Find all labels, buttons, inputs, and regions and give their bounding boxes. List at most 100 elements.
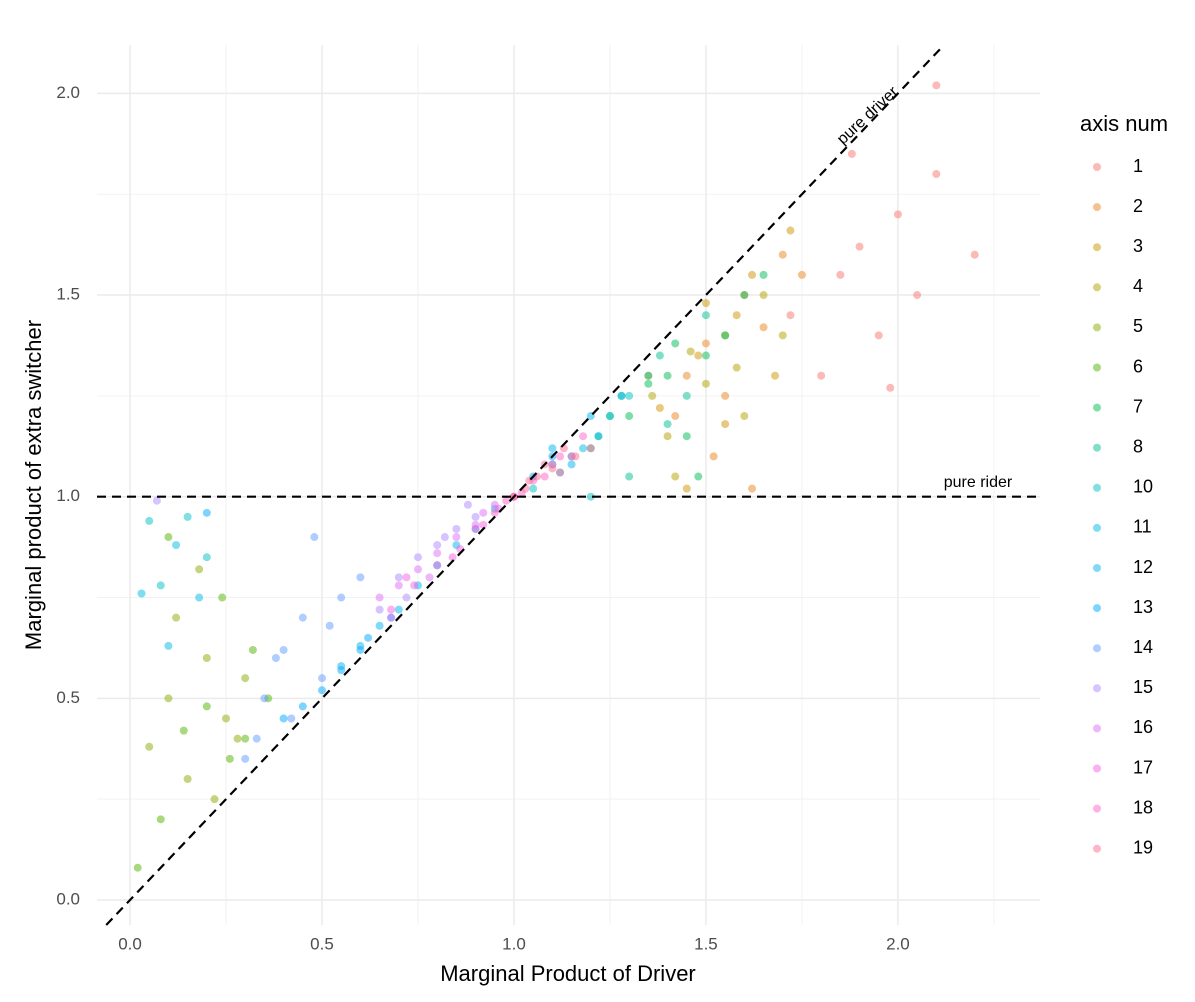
point — [241, 674, 250, 683]
point — [471, 512, 480, 521]
legend-label: 1 — [1133, 156, 1143, 176]
point — [663, 420, 672, 429]
legend-marker — [1093, 363, 1101, 372]
series — [644, 226, 795, 493]
series — [145, 565, 250, 804]
point — [648, 391, 657, 400]
point — [375, 593, 384, 602]
point — [625, 412, 634, 421]
legend-label: 5 — [1133, 316, 1143, 336]
point — [337, 593, 346, 602]
point — [210, 795, 219, 804]
legend-marker — [1093, 604, 1101, 613]
legend-marker — [1093, 203, 1101, 212]
point — [287, 714, 296, 723]
point — [440, 533, 449, 542]
point — [364, 633, 373, 642]
point — [310, 533, 319, 542]
series — [648, 291, 787, 481]
point — [740, 412, 749, 421]
legend-label: 4 — [1133, 276, 1143, 296]
point — [164, 641, 173, 650]
point — [893, 210, 902, 219]
point — [655, 403, 664, 412]
point — [836, 270, 845, 279]
point — [886, 383, 895, 392]
point — [586, 444, 595, 453]
point — [579, 444, 588, 453]
point — [387, 613, 396, 622]
point — [913, 291, 922, 300]
point — [701, 311, 710, 320]
point — [625, 472, 634, 481]
point — [617, 391, 626, 400]
annotation: pure rider — [944, 474, 1013, 491]
point — [759, 291, 768, 300]
point — [586, 492, 595, 501]
point — [579, 432, 588, 441]
point — [271, 654, 280, 663]
point — [490, 508, 499, 517]
point — [970, 250, 979, 259]
point — [413, 553, 422, 562]
x-tick-label: 0.0 — [118, 934, 142, 953]
point — [556, 452, 565, 461]
point — [548, 464, 557, 473]
point — [479, 520, 488, 529]
point — [778, 331, 787, 340]
point — [771, 371, 780, 380]
point — [183, 512, 192, 521]
point — [732, 311, 741, 320]
point — [413, 565, 422, 574]
legend-marker — [1093, 403, 1101, 412]
point — [671, 412, 680, 421]
point — [164, 694, 173, 703]
point — [448, 553, 457, 562]
legend-label: 13 — [1133, 597, 1153, 617]
legend-marker — [1093, 163, 1101, 171]
legend-marker — [1093, 724, 1101, 733]
legend-marker — [1093, 844, 1101, 853]
point — [686, 347, 695, 356]
legend-marker — [1093, 523, 1101, 532]
x-tick-label: 2.0 — [886, 934, 910, 953]
legend-marker — [1093, 323, 1101, 332]
point — [222, 714, 231, 723]
reference-line — [105, 44, 945, 926]
point — [433, 549, 442, 558]
point — [298, 613, 307, 622]
x-tick-label: 0.5 — [310, 934, 334, 953]
point — [317, 686, 326, 695]
point — [932, 81, 941, 90]
point — [433, 541, 442, 550]
point — [748, 270, 757, 279]
point — [279, 714, 288, 723]
point — [425, 573, 434, 582]
point — [759, 323, 768, 332]
point — [260, 694, 269, 703]
point — [740, 291, 749, 300]
point — [556, 468, 565, 477]
legend-label: 8 — [1133, 436, 1143, 456]
point — [671, 339, 680, 348]
point — [671, 472, 680, 481]
point — [202, 654, 211, 663]
point — [548, 444, 557, 453]
point — [387, 605, 396, 614]
point — [682, 432, 691, 441]
grid — [97, 45, 1040, 925]
point — [682, 391, 691, 400]
point — [759, 270, 768, 279]
legend-title: axis num — [1080, 111, 1168, 136]
legend-marker — [1093, 684, 1101, 693]
point — [410, 581, 419, 590]
series — [202, 452, 557, 723]
point — [164, 533, 173, 542]
point — [479, 508, 488, 517]
point — [325, 621, 334, 630]
point — [932, 170, 941, 179]
legend-marker — [1093, 283, 1101, 292]
point — [241, 754, 250, 763]
point — [433, 561, 442, 570]
point — [337, 666, 346, 675]
